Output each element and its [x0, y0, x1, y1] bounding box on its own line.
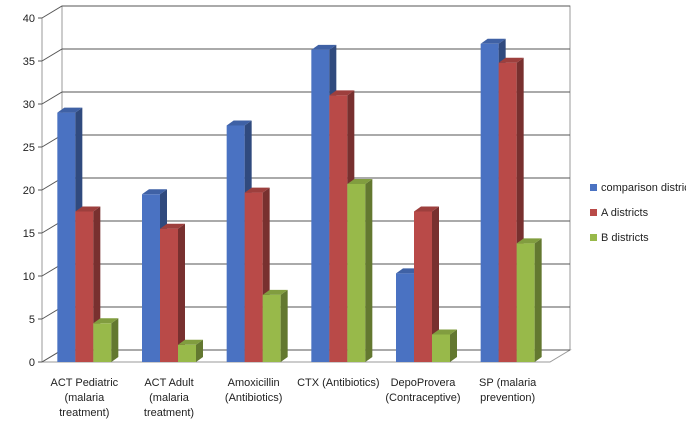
bar-top — [142, 189, 167, 195]
y-tick-label: 40 — [23, 13, 35, 25]
x-category-label: ACT Adult (malaria treatment) — [144, 377, 194, 419]
gridline — [41, 91, 570, 105]
bar-top — [432, 329, 457, 335]
bar-top — [329, 90, 355, 96]
bar-top — [160, 223, 185, 229]
y-tick-label: 30 — [23, 99, 35, 111]
bar-side — [280, 289, 288, 362]
bar-front — [226, 125, 245, 362]
legend: comparison districts A districts B distric… — [590, 182, 686, 244]
y-tick-label: 35 — [23, 56, 35, 68]
y-tick-label: 5 — [29, 314, 35, 326]
x-category-label: DepoProvera (Contraceptive) — [385, 377, 460, 404]
y-tick-label: 0 — [29, 357, 35, 369]
bar-front — [142, 194, 160, 362]
bar-side — [196, 339, 203, 362]
bar-side — [178, 223, 185, 362]
bar-front — [347, 183, 366, 362]
y-tick-label: 25 — [23, 142, 35, 154]
bar-front — [516, 243, 535, 362]
x-category-label: Amoxicillin (Antibiotics) — [225, 377, 282, 404]
bar — [347, 178, 373, 362]
x-category-label: ACT Pediatric (malaria treatment) — [51, 377, 119, 419]
legend-swatch — [590, 209, 597, 216]
bar-front — [262, 294, 281, 362]
bar-side — [534, 238, 542, 362]
bar — [516, 238, 542, 362]
bar-top — [516, 238, 542, 244]
y-tick-label: 20 — [23, 185, 35, 197]
bar — [432, 329, 457, 362]
bar-front — [396, 273, 414, 362]
bar-side — [111, 318, 119, 362]
bars — [57, 38, 542, 363]
bar — [93, 318, 119, 362]
bar-front — [160, 228, 178, 362]
bar-front — [93, 323, 112, 362]
gridline — [41, 5, 570, 19]
legend-label: A districts — [601, 207, 649, 219]
bar-top — [178, 339, 203, 345]
bar-front — [414, 211, 432, 362]
bar-front — [329, 95, 348, 363]
bar-side — [432, 206, 439, 362]
bar-top — [414, 206, 439, 212]
y-tick-label: 10 — [23, 271, 35, 283]
bar — [160, 223, 185, 362]
x-category-label: CTX (Antibiotics) — [297, 377, 380, 389]
bar-front — [311, 49, 330, 362]
x-category-label: SP (malaria prevention) — [479, 377, 537, 404]
x-axis-categories: ACT Pediatric (malaria treatment) ACT Adult… — [51, 377, 538, 419]
bar-front — [244, 192, 263, 362]
bar-front — [432, 334, 450, 362]
legend-swatch — [590, 184, 597, 191]
bar-top — [226, 120, 252, 126]
bar — [414, 206, 439, 362]
y-axis-ticks: 0 5 10 15 20 25 30 35 40 — [23, 13, 42, 369]
legend-swatch — [590, 234, 597, 241]
bar-top — [75, 206, 101, 212]
bar-top — [93, 318, 119, 324]
bar-front — [498, 62, 517, 362]
bar-front — [57, 112, 76, 362]
legend-label: B districts — [601, 232, 649, 244]
gridline — [41, 48, 570, 62]
bar-top — [480, 38, 506, 44]
bar-top — [244, 187, 270, 193]
bar-top — [311, 44, 337, 50]
bar-top — [262, 289, 288, 295]
bar-front — [75, 211, 94, 362]
bar-side — [365, 178, 373, 362]
legend-label: comparison districts — [601, 182, 686, 194]
bar — [262, 289, 288, 362]
bar — [178, 339, 203, 362]
bar-front — [480, 43, 499, 363]
bar-side — [450, 329, 457, 362]
bar-top — [347, 178, 373, 184]
bar-top — [57, 107, 83, 113]
bar-front — [178, 344, 196, 362]
y-tick-label: 15 — [23, 228, 35, 240]
bar-top — [498, 57, 524, 63]
